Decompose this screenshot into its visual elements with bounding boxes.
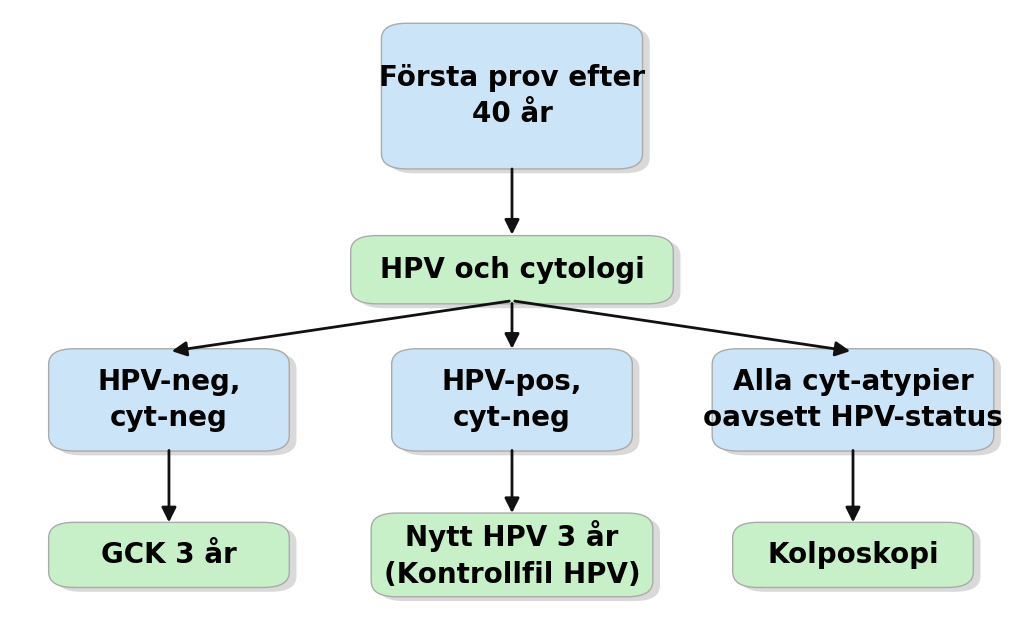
FancyBboxPatch shape — [381, 23, 643, 169]
FancyBboxPatch shape — [712, 348, 993, 451]
Text: GCK 3 år: GCK 3 år — [101, 541, 237, 569]
FancyBboxPatch shape — [739, 527, 980, 591]
FancyBboxPatch shape — [719, 353, 1000, 455]
Text: Kolposkopi: Kolposkopi — [767, 541, 939, 569]
Text: Nytt HPV 3 år
(Kontrollfil HPV): Nytt HPV 3 år (Kontrollfil HPV) — [384, 521, 640, 589]
FancyBboxPatch shape — [379, 517, 660, 601]
FancyBboxPatch shape — [56, 527, 297, 591]
FancyBboxPatch shape — [49, 522, 290, 588]
Text: HPV-pos,
cyt-neg: HPV-pos, cyt-neg — [441, 368, 583, 432]
FancyBboxPatch shape — [391, 348, 633, 451]
Text: HPV och cytologi: HPV och cytologi — [380, 255, 644, 284]
Text: Alla cyt-atypier
oavsett HPV-status: Alla cyt-atypier oavsett HPV-status — [703, 368, 1002, 432]
Text: Första prov efter
40 år: Första prov efter 40 år — [379, 64, 645, 128]
Text: HPV-neg,
cyt-neg: HPV-neg, cyt-neg — [97, 368, 241, 432]
FancyBboxPatch shape — [49, 348, 290, 451]
FancyBboxPatch shape — [732, 522, 973, 588]
FancyBboxPatch shape — [350, 236, 674, 304]
FancyBboxPatch shape — [399, 353, 639, 455]
FancyBboxPatch shape — [389, 28, 650, 174]
FancyBboxPatch shape — [56, 353, 297, 455]
FancyBboxPatch shape — [371, 513, 653, 596]
FancyBboxPatch shape — [358, 240, 681, 308]
